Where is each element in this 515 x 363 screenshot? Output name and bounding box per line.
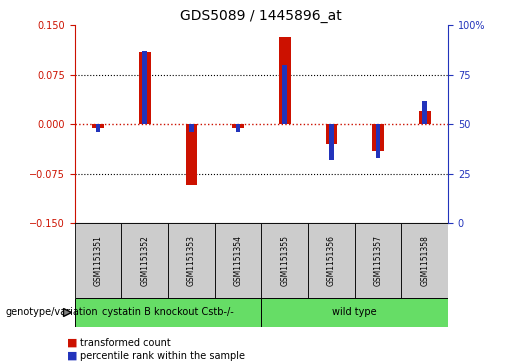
- Bar: [185, 124, 197, 185]
- Text: ■: ■: [67, 338, 77, 348]
- Text: GSM1151353: GSM1151353: [187, 235, 196, 286]
- Text: wild type: wild type: [332, 307, 377, 317]
- Bar: [282, 65, 287, 124]
- Bar: [142, 51, 147, 124]
- Text: GSM1151354: GSM1151354: [233, 235, 243, 286]
- Text: GSM1151357: GSM1151357: [373, 235, 383, 286]
- Text: GSM1151358: GSM1151358: [420, 235, 429, 286]
- Bar: [96, 124, 100, 132]
- Text: percentile rank within the sample: percentile rank within the sample: [80, 351, 245, 361]
- Bar: [279, 37, 290, 124]
- Text: ■: ■: [67, 351, 77, 361]
- FancyBboxPatch shape: [75, 223, 122, 298]
- Text: GSM1151356: GSM1151356: [327, 235, 336, 286]
- Bar: [325, 124, 337, 144]
- Text: cystatin B knockout Cstb-/-: cystatin B knockout Cstb-/-: [102, 307, 234, 317]
- Bar: [329, 124, 334, 160]
- Bar: [139, 52, 150, 124]
- Text: GSM1151352: GSM1151352: [140, 235, 149, 286]
- FancyBboxPatch shape: [261, 223, 308, 298]
- FancyBboxPatch shape: [308, 223, 355, 298]
- Bar: [92, 124, 104, 128]
- Bar: [372, 124, 384, 151]
- Bar: [422, 101, 427, 124]
- FancyBboxPatch shape: [215, 223, 261, 298]
- Bar: [232, 124, 244, 128]
- Text: GSM1151351: GSM1151351: [94, 235, 102, 286]
- Text: genotype/variation: genotype/variation: [5, 307, 98, 317]
- FancyBboxPatch shape: [122, 223, 168, 298]
- FancyBboxPatch shape: [355, 223, 401, 298]
- FancyBboxPatch shape: [261, 298, 448, 327]
- Text: transformed count: transformed count: [80, 338, 170, 348]
- FancyBboxPatch shape: [168, 223, 215, 298]
- Text: GSM1151355: GSM1151355: [280, 235, 289, 286]
- Bar: [376, 124, 381, 158]
- FancyBboxPatch shape: [75, 298, 261, 327]
- Bar: [236, 124, 241, 132]
- Bar: [189, 124, 194, 132]
- FancyBboxPatch shape: [401, 223, 448, 298]
- Title: GDS5089 / 1445896_at: GDS5089 / 1445896_at: [180, 9, 342, 23]
- Bar: [419, 111, 431, 124]
